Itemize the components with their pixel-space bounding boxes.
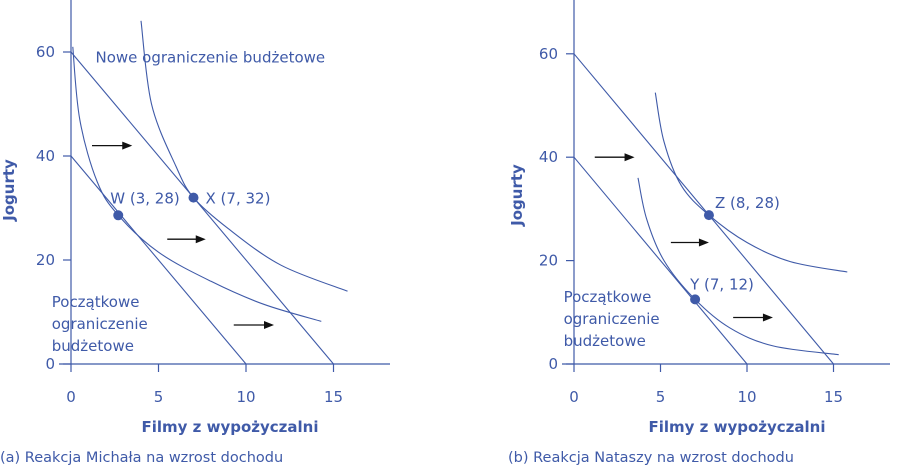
arrowhead [195,235,206,244]
budget-line [573,53,834,365]
annotation-initial-budget: Początkowe [52,293,140,311]
x-axis-title: Filmy z wypożyczalni [141,418,318,436]
indifference-curve [72,46,322,322]
annotation-new-budget: Nowe ograniczenie budżetowe [96,48,326,66]
arrowhead [624,153,635,162]
point-label: X (7, 32) [206,190,271,208]
panel-b: 0 20 40 60 0 5 10 15 Filmy z wypożyczalni Jogurty… [508,0,890,465]
y-tick-label: 60 [539,45,558,63]
panel-caption: (b) Reakcja Nataszy na wzrost dochodu [508,450,794,465]
x-tick-label: 15 [324,388,343,406]
indifference-curve [654,92,848,273]
y-tick-label: 0 [45,355,55,373]
x-tick-label: 10 [737,388,756,406]
point-marker [703,210,714,221]
y-axis-title: Jogurty [0,159,18,222]
arrowhead [122,141,133,150]
x-tick-label: 5 [154,388,164,406]
annotation-initial-budget: ograniczenie [564,310,660,328]
annotation-initial-budget: budżetowe [564,332,646,350]
x-axis-title: Filmy z wypożyczalni [648,418,825,436]
y-tick-label: 40 [539,148,558,166]
annotation-initial-budget: Początkowe [564,288,652,306]
point-label: Z (8, 28) [715,194,780,212]
y-tick-label: 20 [36,251,55,269]
arrowhead [264,321,274,329]
x-tick-label: 0 [569,388,579,406]
y-tick-label: 40 [36,147,55,165]
annotation-initial-budget: budżetowe [52,337,134,355]
budget-line [573,156,748,365]
y-tick-label: 20 [539,252,558,270]
y-tick-label: 0 [548,355,558,373]
arrowhead [698,238,709,247]
panel-caption: (a) Reakcja Michała na wzrost dochodu [0,450,283,465]
y-axis-title: Jogurty [508,164,526,227]
point-marker [690,294,701,305]
point-label: W (3, 28) [110,189,179,207]
point-label: Y (7, 12) [689,275,754,293]
x-tick-label: 5 [656,388,666,406]
x-tick-label: 0 [66,388,76,406]
y-tick-label: 60 [36,43,55,61]
point-marker [113,210,124,221]
arrowhead [762,313,773,322]
x-tick-label: 15 [824,388,843,406]
annotation-initial-budget: ograniczenie [52,315,148,333]
budget-line [70,155,247,365]
panel-a: 0 20 40 60 0 5 10 15 Filmy z wypożyczalni Jogurty… [0,0,390,465]
x-tick-label: 10 [236,388,255,406]
point-marker [188,192,199,203]
